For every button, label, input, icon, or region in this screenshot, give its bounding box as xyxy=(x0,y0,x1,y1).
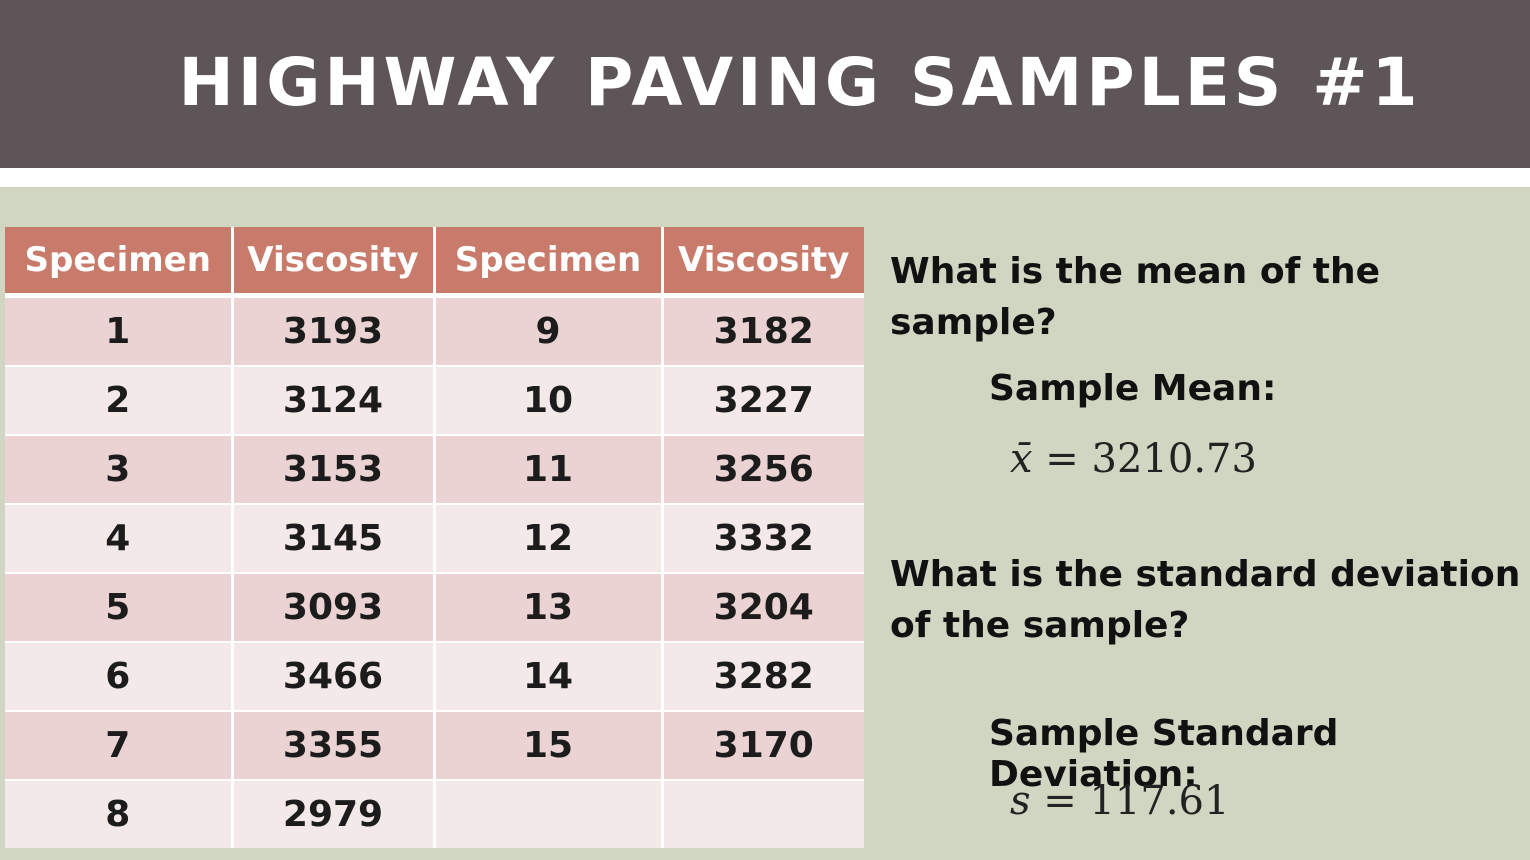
std-equals: = xyxy=(1030,778,1090,824)
table-row: 1 3193 9 3182 xyxy=(5,294,864,366)
header-viscosity: Viscosity xyxy=(232,227,436,298)
title-bar: HIGHWAY PAVING SAMPLES #1 xyxy=(0,0,1530,168)
header-specimen: Specimen xyxy=(5,227,234,298)
mean-question: What is the mean of the sample? xyxy=(890,251,1381,343)
std-question-line2: of the sample? xyxy=(890,605,1190,646)
specimen-cell: 13 xyxy=(434,572,664,642)
specimen-cell: 9 xyxy=(434,294,664,366)
viscosity-cell: 3204 xyxy=(662,572,864,642)
table-row: 8 2979 xyxy=(5,779,864,848)
std-formula: s = 117.61 xyxy=(1010,778,1229,824)
specimen-cell: 6 xyxy=(5,641,234,711)
specimen-cell: 11 xyxy=(434,434,664,504)
viscosity-cell: 3193 xyxy=(232,294,436,366)
std-label: Sample Standard Deviation: xyxy=(989,713,1339,795)
viscosity-cell: 3153 xyxy=(232,434,436,504)
specimen-cell: 2 xyxy=(5,365,234,435)
viscosity-cell: 3182 xyxy=(662,294,864,366)
table-header-row: Specimen Viscosity Specimen Viscosity xyxy=(5,227,864,298)
specimen-cell: 1 xyxy=(5,294,234,366)
viscosity-cell: 3256 xyxy=(662,434,864,504)
std-question-line1: What is the standard deviation xyxy=(890,554,1521,595)
std-question: What is the standard deviation of the sa… xyxy=(890,549,1520,651)
table-row: 7 3355 15 3170 xyxy=(5,710,864,780)
specimen-cell: 10 xyxy=(434,365,664,435)
table-row: 6 3466 14 3282 xyxy=(5,641,864,711)
header-viscosity: Viscosity xyxy=(662,227,864,298)
viscosity-cell: 3355 xyxy=(232,710,436,780)
viscosity-cell: 3227 xyxy=(662,365,864,435)
specimen-cell: 15 xyxy=(434,710,664,780)
mean-symbol: x̄ xyxy=(1010,436,1033,482)
std-value: 117.61 xyxy=(1089,778,1230,824)
viscosity-cell: 3466 xyxy=(232,641,436,711)
specimen-cell: 14 xyxy=(434,641,664,711)
std-symbol: s xyxy=(1010,778,1031,824)
table-row: 4 3145 12 3332 xyxy=(5,503,864,573)
viscosity-cell: 3124 xyxy=(232,365,436,435)
mean-equals: = xyxy=(1032,436,1092,482)
viscosity-cell xyxy=(662,779,864,848)
specimen-cell: 4 xyxy=(5,503,234,573)
header-specimen: Specimen xyxy=(434,227,664,298)
table-row: 5 3093 13 3204 xyxy=(5,572,864,642)
specimen-cell: 12 xyxy=(434,503,664,573)
mean-formula: x̄ = 3210.73 xyxy=(1010,436,1257,482)
specimen-cell: 8 xyxy=(5,779,234,848)
title-divider xyxy=(0,168,1530,187)
specimen-cell: 3 xyxy=(5,434,234,504)
viscosity-cell: 3170 xyxy=(662,710,864,780)
specimen-cell: 5 xyxy=(5,572,234,642)
viscosity-table: Specimen Viscosity Specimen Viscosity 1 … xyxy=(5,227,864,848)
viscosity-cell: 3093 xyxy=(232,572,436,642)
mean-label: Sample Mean: xyxy=(989,368,1277,409)
viscosity-cell: 2979 xyxy=(232,779,436,848)
mean-value: 3210.73 xyxy=(1091,436,1257,482)
viscosity-cell: 3332 xyxy=(662,503,864,573)
specimen-cell: 7 xyxy=(5,710,234,780)
viscosity-cell: 3145 xyxy=(232,503,436,573)
table-row: 3 3153 11 3256 xyxy=(5,434,864,504)
specimen-cell xyxy=(434,779,664,848)
viscosity-cell: 3282 xyxy=(662,641,864,711)
slide-title: HIGHWAY PAVING SAMPLES #1 xyxy=(178,44,1422,121)
table-row: 2 3124 10 3227 xyxy=(5,365,864,435)
